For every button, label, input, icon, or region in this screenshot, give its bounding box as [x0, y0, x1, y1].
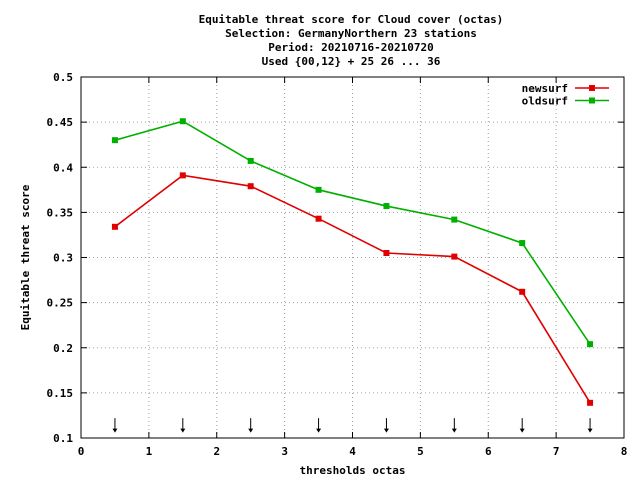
grid-lines [81, 77, 624, 438]
threshold-arrows [112, 418, 593, 433]
y-tick-label: 0.35 [47, 206, 74, 219]
x-tick-label: 2 [213, 445, 220, 458]
data-point-newsurf [315, 215, 322, 222]
y-tick-label: 0.2 [53, 342, 73, 355]
legend-swatch-point-oldsurf [589, 97, 595, 104]
data-point-oldsurf [587, 341, 594, 348]
y-tick-label: 0.5 [53, 71, 73, 84]
data-point-oldsurf [247, 157, 254, 164]
threshold-arrow [180, 418, 186, 433]
legend-label-newsurf: newsurf [522, 82, 568, 95]
legend-swatch-point-newsurf [589, 85, 595, 91]
threshold-arrow [383, 418, 389, 433]
data-point-newsurf [587, 399, 594, 406]
data-point-newsurf [179, 172, 186, 179]
threshold-arrow [451, 418, 457, 433]
threshold-arrow [248, 418, 254, 433]
data-point-oldsurf [315, 186, 322, 193]
data-point-newsurf [247, 183, 254, 190]
data-point-newsurf [383, 249, 390, 256]
chart-title-line: Used {00,12} + 25 26 ... 36 [262, 55, 441, 68]
data-point-oldsurf [383, 203, 390, 210]
chart-title: Equitable threat score for Cloud cover (… [199, 13, 504, 68]
y-tick-label: 0.3 [53, 252, 73, 265]
data-point-oldsurf [179, 118, 186, 125]
data-point-newsurf [111, 223, 118, 230]
threshold-arrow [316, 418, 322, 433]
y-axis-label: Equitable threat score [19, 184, 32, 330]
x-tick-label: 5 [417, 445, 424, 458]
x-tick-label: 3 [281, 445, 288, 458]
legend-label-oldsurf: oldsurf [522, 95, 568, 108]
y-tick-label: 0.15 [47, 387, 74, 400]
y-tick-label: 0.1 [53, 432, 73, 445]
series-line-newsurf [114, 174, 591, 404]
threshold-arrow [519, 418, 525, 433]
threshold-arrow [587, 418, 593, 433]
x-tick-label: 8 [621, 445, 628, 458]
x-tick-label: 4 [349, 445, 356, 458]
data-point-oldsurf [111, 137, 118, 144]
data-point-newsurf [451, 253, 458, 260]
data-point-newsurf [519, 288, 526, 295]
chart-title-line: Selection: GermanyNorthern 23 stations [225, 27, 477, 40]
x-axis-ticks: 0 1 2 3 4 5 6 7 8 [78, 77, 628, 458]
y-tick-label: 0.25 [47, 297, 74, 310]
chart-title-line: Equitable threat score for Cloud cover (… [199, 13, 504, 26]
chart-title-line: Period: 20210716-20210720 [268, 41, 434, 54]
threshold-arrow [112, 418, 118, 433]
data-point-oldsurf [519, 240, 526, 247]
x-tick-label: 6 [485, 445, 492, 458]
y-axis-ticks: 0.1 0.15 0.2 0.25 0.3 0.35 0.4 0.45 0.5 [47, 71, 624, 445]
x-tick-label: 7 [553, 445, 560, 458]
y-tick-label: 0.4 [53, 161, 73, 174]
y-tick-label: 0.45 [47, 116, 74, 129]
series-lines [111, 118, 594, 406]
x-tick-label: 1 [146, 445, 153, 458]
series-line-oldsurf [114, 120, 591, 345]
x-axis-label: thresholds octas [300, 464, 406, 477]
x-tick-label: 0 [78, 445, 85, 458]
data-point-oldsurf [451, 216, 458, 223]
